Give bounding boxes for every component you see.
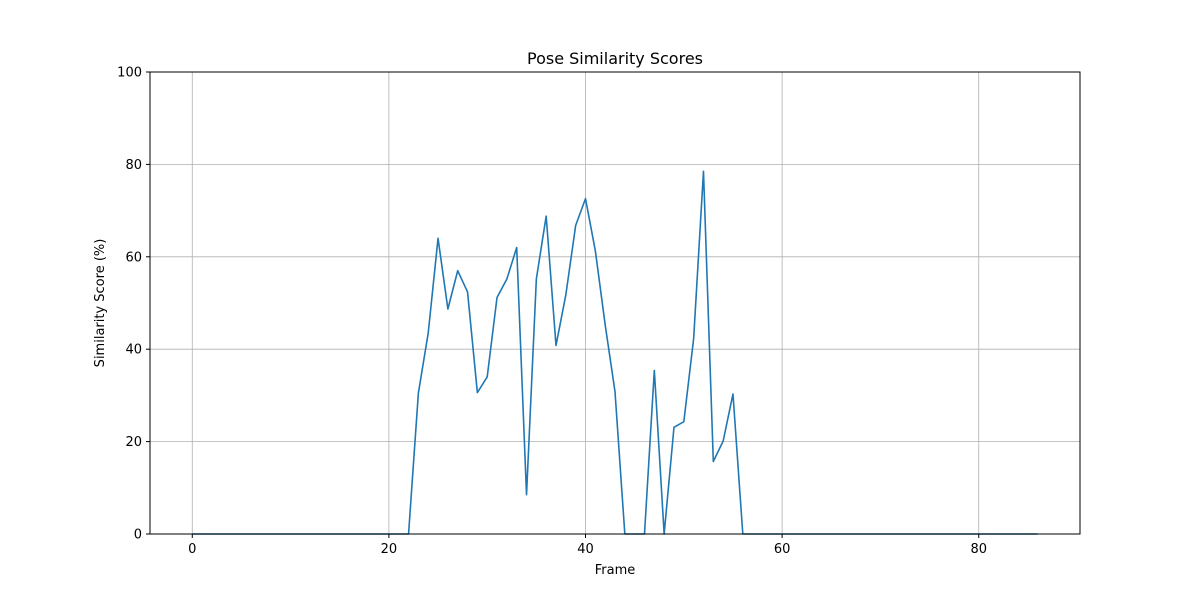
y-tick-label: 40 — [125, 343, 142, 358]
chart-title: Pose Similarity Scores — [527, 49, 703, 68]
plot-frame — [149, 71, 1081, 535]
x-tick-label: 60 — [774, 542, 791, 557]
vertical-gridlines — [191, 72, 980, 534]
x-tick-label: 40 — [577, 542, 594, 557]
x-axis-ticks: 0 20 40 60 80 — [188, 534, 987, 557]
y-tick-label: 20 — [125, 435, 142, 450]
y-tick-label: 80 — [125, 158, 142, 173]
y-tick-label: 0 — [134, 528, 142, 543]
x-tick-label: 20 — [381, 542, 398, 557]
x-tick-label: 0 — [188, 542, 196, 557]
y-axis-label: Similarity Score (%) — [93, 239, 108, 368]
y-axis-ticks: 0 20 40 60 80 100 — [117, 66, 150, 543]
y-tick-label: 100 — [117, 66, 142, 81]
plot-area — [150, 72, 1080, 534]
x-tick-label: 80 — [970, 542, 987, 557]
y-tick-label: 60 — [125, 250, 142, 265]
x-axis-label: Frame — [595, 563, 636, 578]
